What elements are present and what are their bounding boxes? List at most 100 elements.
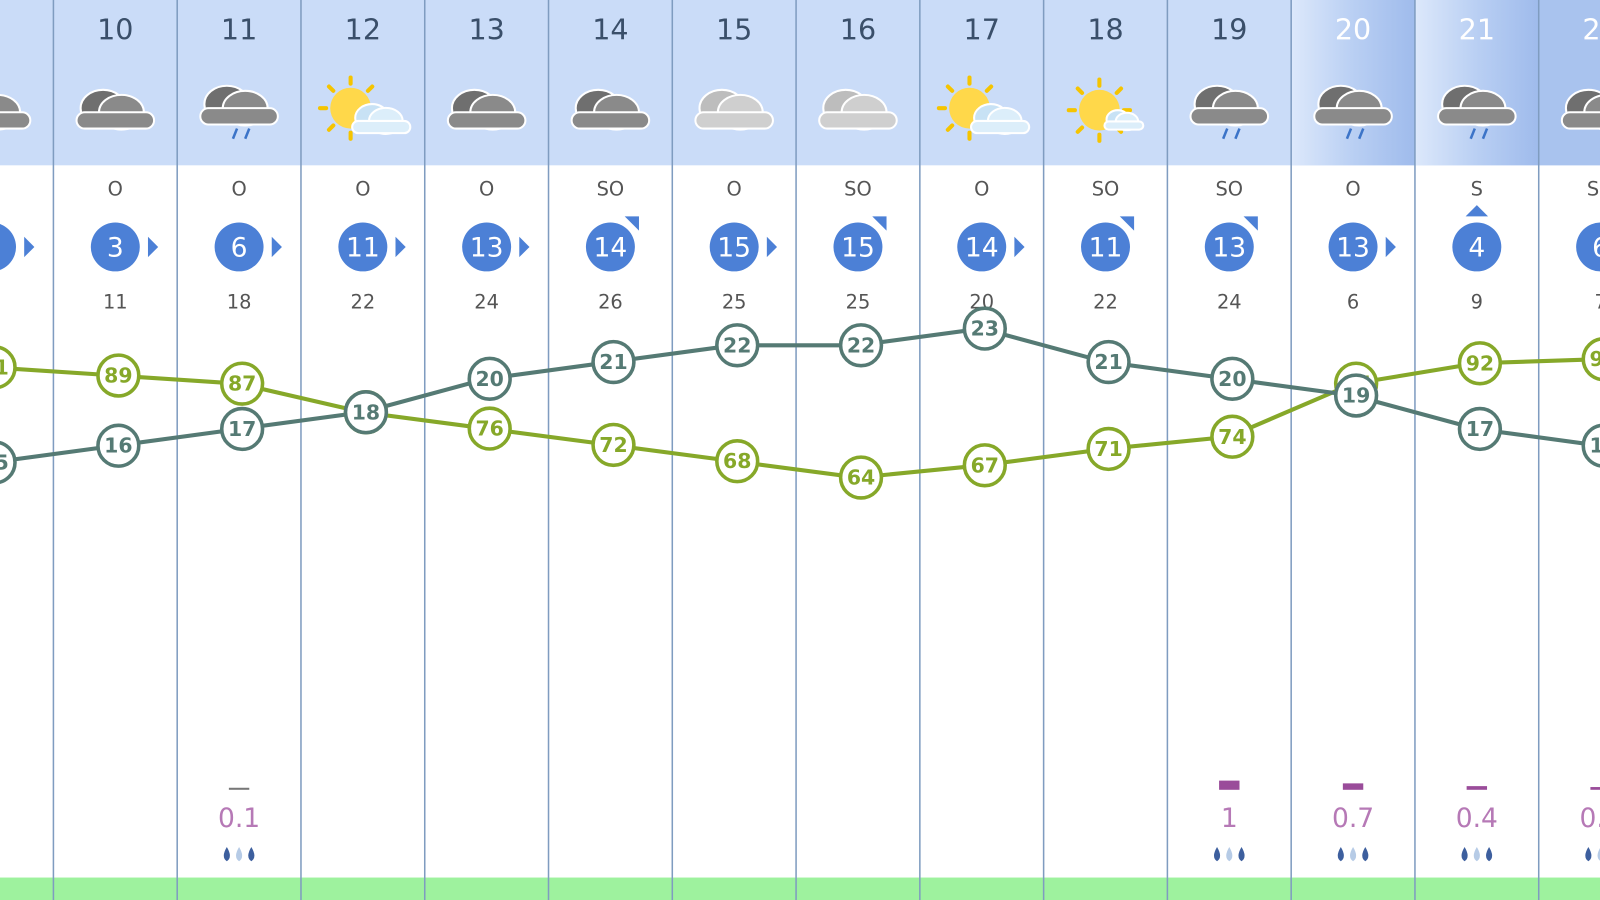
sun-ray — [365, 84, 375, 93]
rain-streak — [1234, 128, 1241, 140]
hour-label: 18 — [1087, 13, 1123, 47]
temperature-label: 22 — [847, 333, 875, 357]
humidity-point — [467, 406, 512, 451]
temperature-point — [715, 323, 760, 368]
cloud-base — [694, 111, 774, 130]
cloud-base — [199, 107, 279, 126]
temperature-point — [219, 406, 265, 452]
wind-arrow — [624, 216, 639, 231]
wind-speed: 3 — [107, 232, 124, 263]
cloud-base — [1560, 111, 1600, 130]
wind-arrow — [519, 236, 530, 258]
temperature-point — [467, 356, 512, 401]
wind-speed: 13 — [1336, 232, 1370, 263]
cloud-base — [1103, 120, 1145, 131]
wind-gust: 22 — [351, 291, 376, 314]
wind-badge — [1328, 222, 1378, 272]
header-highlight — [1538, 0, 1600, 166]
hour-label: 12 — [345, 13, 381, 47]
temperature-point — [96, 423, 141, 468]
sun-ray — [1114, 86, 1124, 95]
wind-badge — [0, 223, 17, 270]
humidity-label: 91 — [0, 355, 9, 379]
wind-arrow — [1243, 216, 1258, 231]
rain-amount: 1 — [1221, 803, 1238, 834]
wind-arrow — [872, 216, 887, 231]
hour-label: 13 — [468, 13, 504, 47]
wind-arrow — [395, 236, 406, 258]
humidity-label: 89 — [104, 364, 132, 388]
sun-ray — [326, 84, 336, 93]
wind-gust: 25 — [722, 291, 747, 314]
rain-bar — [1342, 783, 1364, 790]
wind-direction: SO — [597, 177, 625, 200]
rain-streak — [231, 128, 239, 140]
cloud-base — [1189, 107, 1270, 126]
temperature-point — [962, 306, 1007, 351]
temperature-label: 22 — [723, 333, 751, 357]
cloud-base — [351, 119, 412, 135]
hour-label: 9 — [0, 13, 1, 47]
rain-amount: 0.4 — [1456, 803, 1498, 834]
rain-drop — [236, 846, 243, 862]
hour-label: 17 — [964, 13, 1000, 47]
rain-streak — [1481, 128, 1489, 140]
wind-gust: 7 — [1594, 291, 1600, 314]
temperature-label: 16 — [1589, 434, 1600, 458]
wind-speed: 15 — [717, 232, 751, 263]
cloud-base — [818, 111, 898, 130]
wind-speed: 6 — [231, 232, 248, 263]
rain-drop — [1337, 846, 1344, 862]
rain-amount: 0.1 — [218, 803, 260, 834]
temperature-point — [0, 440, 17, 484]
rain-drop — [1350, 846, 1357, 862]
temperature-point — [343, 390, 389, 435]
wind-badge — [709, 222, 759, 272]
wind-badge — [462, 222, 512, 272]
wind-arrow — [24, 236, 35, 258]
humidity-point — [219, 361, 265, 406]
header-highlight — [1291, 0, 1416, 166]
hour-label: 19 — [1211, 13, 1247, 47]
wind-badge — [338, 222, 388, 272]
sun-ray — [1075, 86, 1085, 95]
rain-bar — [1219, 780, 1240, 790]
wind-speed: 15 — [841, 232, 875, 263]
wind-direction: O — [974, 177, 989, 200]
cloud-base — [969, 119, 1031, 135]
cloud-base — [1437, 107, 1517, 126]
cloud-base — [446, 111, 527, 130]
wind-arrow — [147, 236, 159, 258]
wind-direction: O — [231, 177, 246, 200]
humidity-label: 87 — [228, 372, 256, 396]
wind-badge — [1452, 222, 1502, 272]
wind-speed: 14 — [965, 232, 999, 263]
hour-label: 22 — [1582, 13, 1600, 47]
humidity-label: 71 — [1094, 437, 1122, 461]
humidity-point — [96, 353, 141, 398]
wind-gust: 24 — [1217, 291, 1242, 314]
rain-streak — [244, 128, 251, 140]
humidity-label: 76 — [475, 417, 503, 441]
hour-label: 15 — [716, 13, 752, 47]
rain-drop — [223, 846, 230, 862]
cloud-base — [570, 111, 651, 130]
rain-streak — [1345, 128, 1353, 140]
wind-badge — [1204, 222, 1254, 272]
humidity-point — [1086, 426, 1131, 472]
wind-speed: 11 — [346, 232, 380, 263]
hour-label: 20 — [1335, 13, 1371, 47]
header-highlight — [1415, 0, 1539, 166]
rain-drop — [1213, 846, 1221, 862]
humidity-point — [838, 455, 884, 500]
sun-ray — [326, 123, 336, 132]
wind-direction: O — [108, 177, 123, 200]
wind-speed: 13 — [470, 232, 504, 263]
rain-bar — [1466, 786, 1488, 790]
wind-badge — [1081, 222, 1130, 272]
wind-arrow — [1119, 216, 1135, 231]
temperature-label: 21 — [599, 350, 627, 374]
temperature-label: 20 — [475, 367, 503, 391]
temperature-label: 20 — [1218, 367, 1246, 391]
